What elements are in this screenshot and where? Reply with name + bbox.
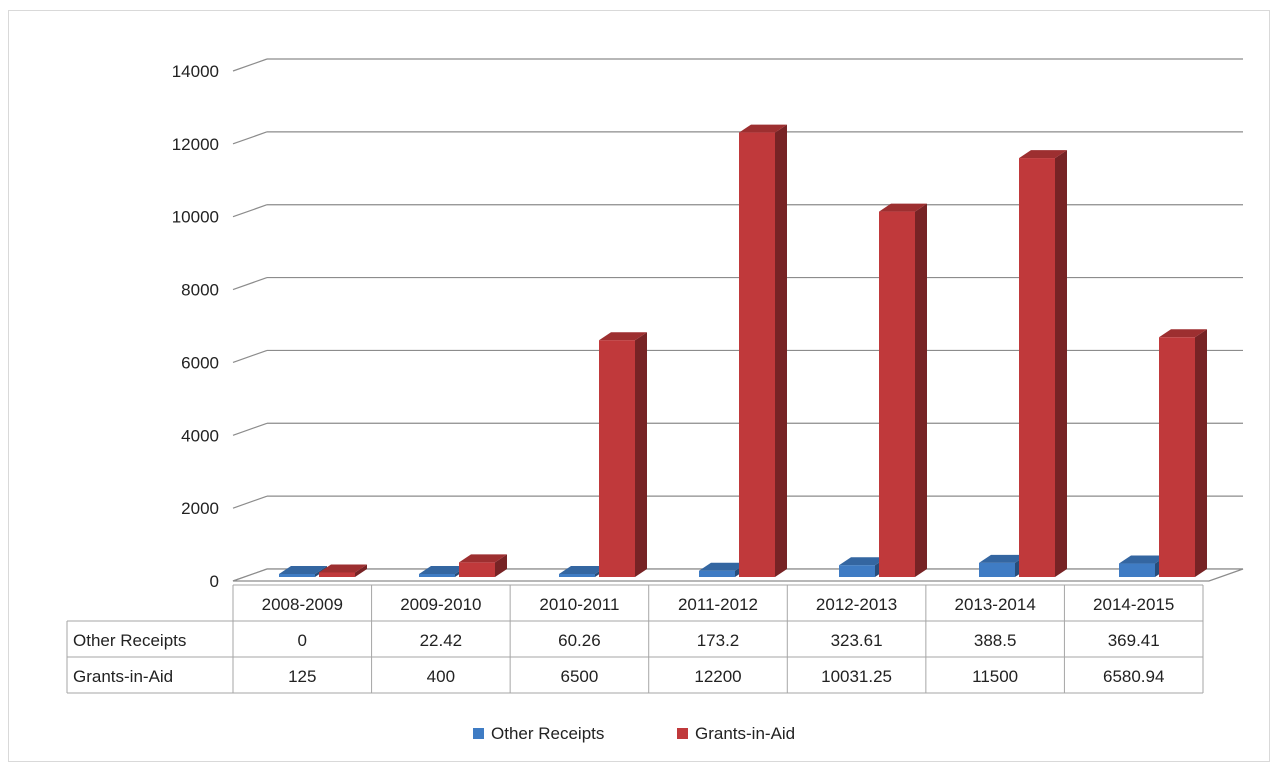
bar-grants-in-aid-2011-2012[interactable]: [739, 124, 787, 578]
bar-top: [1119, 555, 1167, 564]
legend-label: Other Receipts: [491, 724, 604, 743]
data-label: 173.2: [697, 631, 740, 650]
data-label: 388.5: [974, 631, 1017, 650]
bar-side: [915, 203, 927, 577]
bar-side: [1195, 329, 1207, 577]
bar-side: [355, 564, 367, 577]
data-label: 323.61: [831, 631, 883, 650]
bar-grants-in-aid-2013-2014[interactable]: [1019, 150, 1067, 578]
gridline-diagonal: [232, 277, 268, 291]
data-label: 6580.94: [1103, 667, 1164, 686]
legend-swatch: [473, 728, 484, 739]
bar-front: [279, 574, 315, 577]
legend: Other Receipts Grants-in-Aid: [473, 724, 795, 743]
bars: [279, 124, 1207, 578]
bar-front: [879, 211, 915, 577]
chart-frame: 0 2000 4000 6000 8000 10000 12000 14000 2008-20…: [8, 10, 1270, 762]
bar-grants-in-aid-2010-2011[interactable]: [599, 332, 647, 577]
y-tick-label: 8000: [181, 281, 219, 300]
bar-top: [1019, 150, 1067, 159]
x-category-label: 2014-2015: [1093, 595, 1174, 614]
data-label: 400: [427, 667, 455, 686]
bar-front: [599, 340, 635, 577]
y-tick-label: 0: [210, 572, 219, 591]
x-category-label: 2008-2009: [262, 595, 343, 614]
bar-side: [495, 554, 507, 577]
bar-top: [279, 566, 327, 574]
legend-label: Grants-in-Aid: [695, 724, 795, 743]
data-table: 2008-2009 2009-2010 2010-2011 2011-2012 2012…: [66, 584, 1204, 694]
x-category-label: 2011-2012: [678, 595, 758, 614]
gridlines: [232, 58, 1243, 582]
table-row-label: Other Receipts: [73, 631, 186, 650]
bar-grants-in-aid-2009-2010[interactable]: [459, 554, 507, 577]
bar-grants-in-aid-2012-2013[interactable]: [879, 203, 927, 577]
x-category-label: 2013-2014: [954, 595, 1035, 614]
data-label: 10031.25: [821, 667, 892, 686]
bar-top: [839, 557, 887, 566]
bar-front: [1119, 563, 1155, 577]
bar-front: [739, 132, 775, 578]
bar-side: [635, 332, 647, 577]
legend-item-grants-in-aid[interactable]: Grants-in-Aid: [677, 724, 795, 743]
bar-grants-in-aid-2008-2009[interactable]: [319, 564, 367, 577]
table-row-label: Grants-in-Aid: [73, 667, 173, 686]
legend-swatch: [677, 728, 688, 739]
data-label: 369.41: [1108, 631, 1160, 650]
data-label: 125: [288, 667, 316, 686]
bar-top: [459, 554, 507, 563]
bar-side: [775, 124, 787, 578]
bar-top: [979, 554, 1027, 563]
bar-top: [879, 203, 927, 212]
gridline-diagonal: [232, 58, 268, 72]
data-label: 6500: [561, 667, 599, 686]
y-tick-label: 2000: [181, 499, 219, 518]
bar-front: [979, 562, 1015, 577]
bar-top: [599, 332, 647, 341]
bar-grants-in-aid-2014-2015[interactable]: [1159, 329, 1207, 577]
data-label: 60.26: [558, 631, 601, 650]
x-category-label: 2009-2010: [400, 595, 481, 614]
gridline-diagonal: [232, 204, 268, 218]
bar-top: [419, 566, 467, 574]
gridline-diagonal: [232, 349, 268, 363]
legend-item-other-receipts[interactable]: Other Receipts: [473, 724, 604, 743]
bar-top: [699, 562, 747, 571]
bar-top: [559, 566, 607, 574]
bar-front: [699, 570, 735, 577]
bar-front: [419, 574, 455, 577]
bar-top: [739, 124, 787, 133]
y-tick-label: 14000: [172, 62, 219, 81]
y-axis-ticks: 0 2000 4000 6000 8000 10000 12000 14000: [172, 62, 219, 591]
data-label: 22.42: [420, 631, 463, 650]
x-category-label: 2012-2013: [816, 595, 897, 614]
bar-front: [839, 565, 875, 577]
y-tick-label: 6000: [181, 353, 219, 372]
gridline-diagonal: [232, 495, 268, 509]
bar-front: [459, 562, 495, 577]
bar-top: [1159, 329, 1207, 338]
y-tick-label: 10000: [172, 208, 219, 227]
bar-front: [1159, 337, 1195, 577]
bar-front: [319, 572, 355, 577]
data-label: 0: [298, 631, 307, 650]
bar-front: [559, 574, 595, 577]
data-label: 11500: [972, 667, 1018, 686]
bar-side: [1055, 150, 1067, 578]
x-category-label: 2010-2011: [539, 595, 619, 614]
bar-front: [1019, 158, 1055, 578]
gridline-diagonal: [232, 422, 268, 436]
data-label: 12200: [694, 667, 741, 686]
gridline-diagonal: [232, 131, 268, 145]
bar-top: [319, 564, 367, 573]
y-tick-label: 12000: [172, 135, 219, 154]
y-tick-label: 4000: [181, 426, 219, 445]
